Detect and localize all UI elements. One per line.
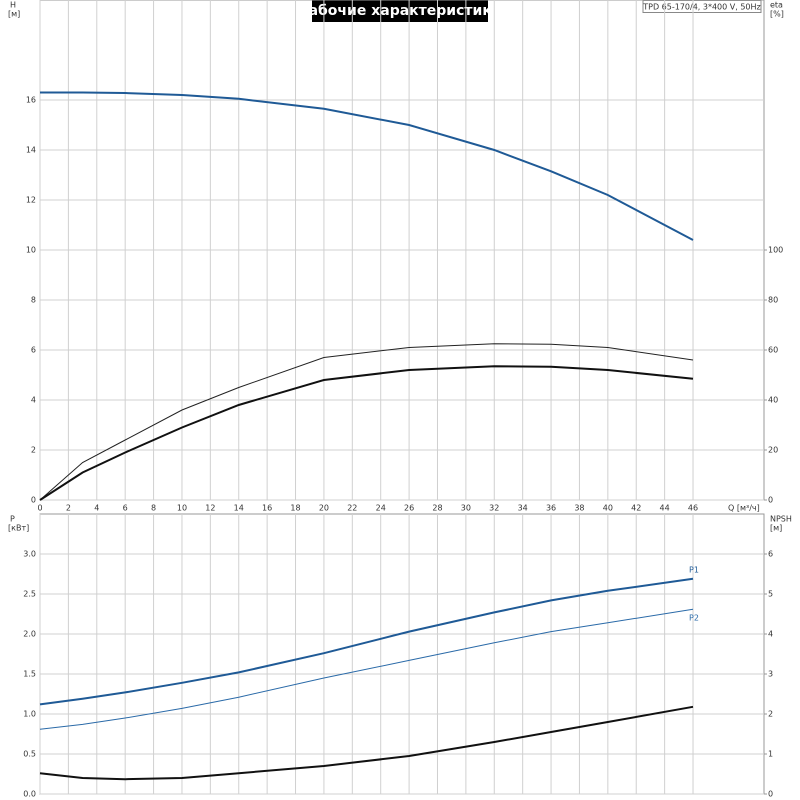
x-tick-label: 6 bbox=[123, 504, 128, 513]
y-tick-label: 16 bbox=[26, 96, 36, 105]
y2-tick-label: 20 bbox=[768, 446, 778, 455]
y-tick-label: 0 bbox=[31, 496, 36, 505]
y2-tick-label: 1 bbox=[768, 750, 773, 759]
y-tick-label: 0.0 bbox=[23, 790, 36, 799]
x-tick-label: 24 bbox=[376, 504, 386, 513]
y-tick-label: 2.0 bbox=[23, 630, 36, 639]
y-tick-label: 1.0 bbox=[23, 710, 36, 719]
curve bbox=[40, 91, 694, 241]
curve-label: P2 bbox=[689, 614, 699, 623]
y-tick-label: 12 bbox=[26, 196, 36, 205]
x-tick-label: 8 bbox=[151, 504, 156, 513]
x-tick-label: 4 bbox=[94, 504, 99, 513]
curve bbox=[39, 577, 694, 706]
chart-title: Рабочие характеристики bbox=[298, 3, 501, 19]
y2-tick-label: 6 bbox=[768, 550, 773, 559]
curve bbox=[39, 705, 694, 781]
x-tick-label: 10 bbox=[177, 504, 187, 513]
x-tick-label: 30 bbox=[461, 504, 471, 513]
x-tick-label: 44 bbox=[660, 504, 670, 513]
y2-tick-label: 100 bbox=[768, 246, 783, 255]
y2-axis-label: eta bbox=[770, 1, 783, 10]
curve bbox=[39, 343, 694, 501]
plot-area bbox=[39, 513, 765, 795]
x-tick-label: 40 bbox=[603, 504, 613, 513]
y-tick-label: 2.5 bbox=[23, 590, 36, 599]
y-tick-label: 4 bbox=[31, 396, 36, 405]
x-tick-label: 2 bbox=[66, 504, 71, 513]
y2-tick-label: 5 bbox=[768, 590, 773, 599]
y2-tick-label: 4 bbox=[768, 630, 773, 639]
y-axis-label: P bbox=[10, 515, 15, 524]
y-tick-label: 8 bbox=[31, 296, 36, 305]
y2-axis-unit: [%] bbox=[770, 10, 784, 19]
y2-tick-label: 3 bbox=[768, 670, 773, 679]
x-tick-label: 18 bbox=[290, 504, 300, 513]
x-tick-label: 0 bbox=[37, 504, 42, 513]
x-tick-label: 32 bbox=[489, 504, 499, 513]
x-tick-label: 42 bbox=[631, 504, 641, 513]
x-tick-label: 34 bbox=[518, 504, 528, 513]
y-tick-label: 0.5 bbox=[23, 750, 36, 759]
y2-axis-unit: [м] bbox=[770, 524, 782, 533]
y2-tick-label: 2 bbox=[768, 710, 773, 719]
y-tick-label: 6 bbox=[31, 346, 36, 355]
curve bbox=[39, 365, 694, 501]
y2-tick-label: 0 bbox=[768, 790, 773, 799]
y-tick-label: 14 bbox=[26, 146, 36, 155]
curve-label: P1 bbox=[689, 565, 699, 574]
x-tick-label: 46 bbox=[688, 504, 698, 513]
x-tick-label: 36 bbox=[546, 504, 556, 513]
title-box bbox=[312, 0, 488, 22]
x-tick-label: 16 bbox=[262, 504, 272, 513]
curve bbox=[39, 608, 694, 730]
x-tick-label: 22 bbox=[347, 504, 357, 513]
y2-tick-label: 80 bbox=[768, 296, 778, 305]
x-axis-label: Q [м³/ч] bbox=[728, 504, 760, 513]
y-tick-label: 3.0 bbox=[23, 550, 36, 559]
x-tick-label: 26 bbox=[404, 504, 414, 513]
y-axis-unit: [кВт] bbox=[8, 524, 29, 533]
x-tick-label: 14 bbox=[234, 504, 244, 513]
y-tick-label: 10 bbox=[26, 246, 36, 255]
y-axis-label: H bbox=[10, 1, 16, 10]
y2-tick-label: 60 bbox=[768, 346, 778, 355]
y-axis-unit: [м] bbox=[8, 10, 20, 19]
annotation: TPD 65-170/4, 3*400 V, 50Hz bbox=[642, 3, 760, 12]
x-tick-label: 12 bbox=[205, 504, 215, 513]
y-tick-label: 2 bbox=[31, 446, 36, 455]
x-tick-label: 28 bbox=[432, 504, 442, 513]
y2-axis-label: NPSH bbox=[770, 515, 792, 524]
x-tick-label: 20 bbox=[319, 504, 329, 513]
y2-tick-label: 0 bbox=[768, 496, 773, 505]
y2-tick-label: 40 bbox=[768, 396, 778, 405]
x-tick-label: 38 bbox=[574, 504, 584, 513]
y-tick-label: 1.5 bbox=[23, 670, 36, 679]
